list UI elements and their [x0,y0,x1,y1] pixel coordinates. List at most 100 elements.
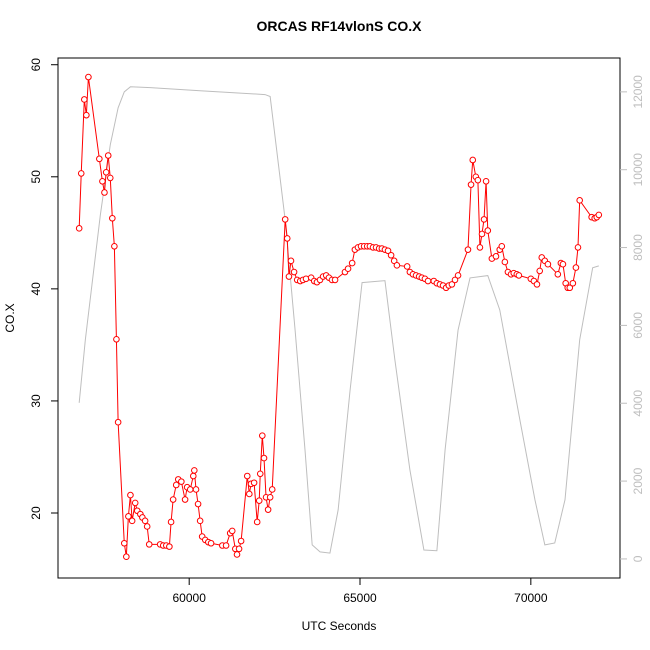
point [501,258,509,266]
plot-frame [57,57,621,579]
point [83,111,90,119]
point [484,227,492,234]
point [99,177,106,185]
point [75,225,83,232]
y2-tick-label: 2000 [631,467,645,494]
y2-tick-label: 12000 [631,75,645,109]
point [281,216,289,223]
point [102,169,110,176]
point [253,518,261,526]
x-tick-label: 60000 [173,591,207,605]
point [81,96,88,103]
point [393,262,401,269]
y-tick-label: 20 [29,506,43,520]
point [104,152,112,159]
point [186,486,194,493]
point [96,155,103,163]
point [474,176,482,184]
point [566,284,574,292]
point [123,553,130,561]
point [131,499,139,507]
point [167,518,175,526]
point [283,235,291,242]
point [536,267,544,275]
point [85,73,92,81]
point [285,273,293,280]
point [243,472,251,480]
x-axis-label: UTC Seconds [302,619,377,633]
point [101,189,108,196]
point [403,263,411,270]
point [172,481,180,489]
point [480,216,488,223]
y2-tick-label: 10000 [631,153,645,187]
y2-tick-label: 6000 [631,312,645,339]
point [266,494,274,501]
point [178,478,185,485]
point [120,539,128,547]
y-tick-label: 40 [29,282,43,296]
y-tick-label: 50 [29,170,43,184]
point [169,496,177,503]
point [451,276,459,284]
point [222,542,230,549]
point [574,244,582,251]
point [111,242,118,250]
point [235,545,243,553]
point [113,335,120,343]
point [559,260,567,268]
point [250,479,258,487]
point [348,259,356,267]
point [533,281,541,288]
point [544,260,552,268]
point [125,513,132,520]
point [255,497,263,504]
point [448,281,456,288]
point [128,517,136,525]
point [476,244,484,251]
point [387,251,395,259]
point [106,174,114,182]
point [290,268,298,276]
point [192,486,200,493]
chart-title: ORCAS RF14vlonS CO.X [257,18,423,34]
point [191,467,198,474]
point [268,486,276,493]
point [246,490,253,498]
y2-tick-label: 8000 [631,234,645,261]
point [143,523,151,530]
y2-tick-label: 4000 [631,390,645,417]
y2-tick-label: 0 [631,555,645,562]
point [77,170,85,177]
point [194,500,202,508]
point [467,181,475,188]
y-tick-label: 30 [29,394,43,408]
point [256,470,264,478]
point [569,279,577,287]
point [469,156,477,164]
point [424,277,432,285]
x-tick-label: 70000 [514,591,548,605]
point [454,272,462,279]
point [331,276,339,284]
point [259,432,266,439]
point [260,454,268,462]
y-axis-label: CO.X [3,303,17,332]
point [595,211,603,219]
point [166,543,173,550]
point [145,541,153,548]
point [478,230,486,238]
point [498,242,506,250]
point [482,177,490,185]
series-line [78,76,600,557]
point [384,247,392,255]
point [492,253,500,260]
point [228,527,236,535]
point [264,506,272,513]
y-tick-label: 60 [29,58,43,72]
point [515,272,523,279]
point [114,418,122,426]
point [109,214,116,222]
series-line [78,86,599,554]
